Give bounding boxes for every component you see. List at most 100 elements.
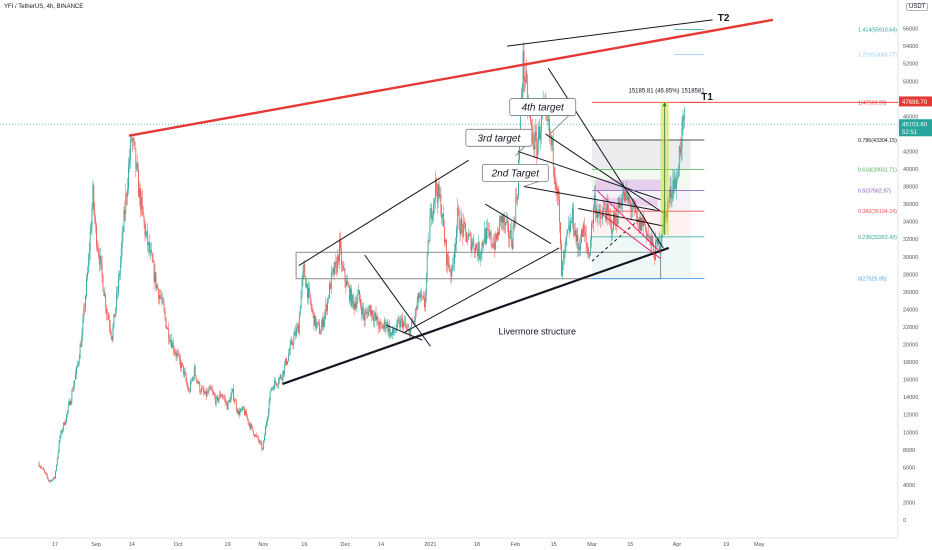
candle-body	[677, 176, 678, 180]
trendline-upper-resistance[interactable]	[128, 18, 774, 137]
candle-body	[389, 325, 391, 337]
candle-body	[460, 218, 462, 235]
candle-body	[517, 196, 519, 200]
candle-body	[481, 242, 483, 253]
trendline-wedge-top[interactable]	[507, 19, 713, 47]
candle-body	[473, 240, 475, 249]
candle-body	[135, 148, 137, 169]
fib-label: 1.272(53060.77)	[858, 52, 897, 58]
candle-body	[59, 436, 61, 442]
candle-body	[384, 320, 386, 329]
candle-body	[112, 326, 114, 340]
trendline-dec-fall-top[interactable]	[364, 254, 431, 347]
candle-body	[387, 322, 389, 333]
candle-body	[266, 418, 268, 423]
candle-body	[659, 246, 661, 250]
candle-body	[118, 274, 120, 277]
candle-body	[242, 407, 244, 410]
y-tick-label: 56000	[903, 27, 918, 33]
candle-body	[669, 186, 671, 197]
candle-body	[495, 234, 497, 250]
candle-body	[317, 322, 318, 324]
candle-body	[47, 477, 49, 480]
candle-body	[445, 240, 446, 243]
candle-body	[456, 228, 457, 245]
candle-body	[628, 196, 630, 200]
candle-body	[116, 292, 118, 308]
candle-body	[216, 396, 218, 398]
candle-body	[429, 217, 431, 242]
callout-box[interactable]	[465, 128, 533, 147]
x-tick-label: Sep	[91, 542, 101, 548]
candle-body	[227, 400, 229, 410]
candle-body	[141, 197, 143, 207]
trendline-jan-fall[interactable]	[484, 203, 552, 245]
candle-body	[607, 203, 609, 211]
currency-button[interactable]: USDT	[906, 3, 929, 11]
candle-body	[449, 269, 451, 272]
candle-body	[464, 222, 466, 225]
candle-body	[294, 331, 296, 337]
candle-body	[276, 383, 277, 385]
candle-body	[96, 225, 97, 247]
candle-body	[380, 322, 382, 325]
candle-body	[221, 395, 223, 397]
candle-body	[77, 362, 79, 365]
candle-body	[452, 263, 454, 267]
trendline-feb-fall[interactable]	[547, 67, 664, 249]
candle-body	[469, 234, 471, 235]
candle-body	[650, 236, 652, 246]
trendline-4th-target-ray[interactable]	[545, 133, 664, 214]
trendline-2nd-target-ray[interactable]	[523, 186, 661, 212]
candle-body	[345, 280, 347, 287]
candle-body	[233, 388, 234, 401]
candle-body	[649, 236, 651, 237]
candle-body	[48, 479, 50, 482]
candle-body	[374, 313, 376, 316]
trendline-livermore-support[interactable]	[282, 246, 670, 386]
candle-body	[61, 431, 63, 433]
candle-body	[431, 208, 433, 220]
x-tick-label: Nov	[258, 542, 268, 548]
candle-body	[335, 261, 337, 263]
candle-body	[166, 327, 168, 329]
candle-body	[68, 401, 70, 406]
candle-body	[451, 266, 453, 277]
candle-body	[361, 305, 362, 315]
candle-body	[342, 265, 344, 270]
candle-body	[133, 138, 135, 142]
candle-body	[447, 253, 449, 264]
candle-body	[593, 208, 594, 224]
trendline-mar-dashed-support[interactable]	[591, 219, 639, 262]
candle-body	[619, 202, 621, 209]
candle-body	[125, 194, 127, 214]
trendline-dec-fall-bottom[interactable]	[386, 324, 423, 341]
callout-box[interactable]	[481, 163, 549, 182]
candle-body	[369, 305, 371, 310]
trendline-channel-upper[interactable]	[298, 159, 470, 266]
candle-body	[433, 202, 434, 216]
candle-body	[149, 242, 150, 253]
trendline-3rd-target-ray[interactable]	[517, 150, 661, 201]
trendline-pink-fall-b[interactable]	[599, 212, 661, 259]
candle-body	[118, 276, 119, 293]
candle-body	[94, 208, 96, 219]
candle-body	[46, 474, 48, 478]
candle-body	[200, 391, 202, 393]
candle-body	[533, 145, 535, 150]
candle-body	[280, 375, 282, 379]
price-axis[interactable]	[898, 0, 932, 550]
candle-body	[334, 262, 336, 275]
callout-box[interactable]	[509, 98, 577, 116]
trendline-pink-fall-a[interactable]	[597, 190, 661, 253]
candle-body	[240, 408, 242, 412]
trendline-channel-lower[interactable]	[402, 247, 560, 334]
candle-body	[203, 388, 204, 392]
candle-body	[423, 296, 424, 299]
candle-body	[549, 119, 550, 136]
candle-body	[43, 468, 44, 471]
fib-label: 0.786(43304.15)	[858, 138, 897, 144]
candle-body	[187, 385, 189, 391]
candle-body	[479, 255, 481, 259]
